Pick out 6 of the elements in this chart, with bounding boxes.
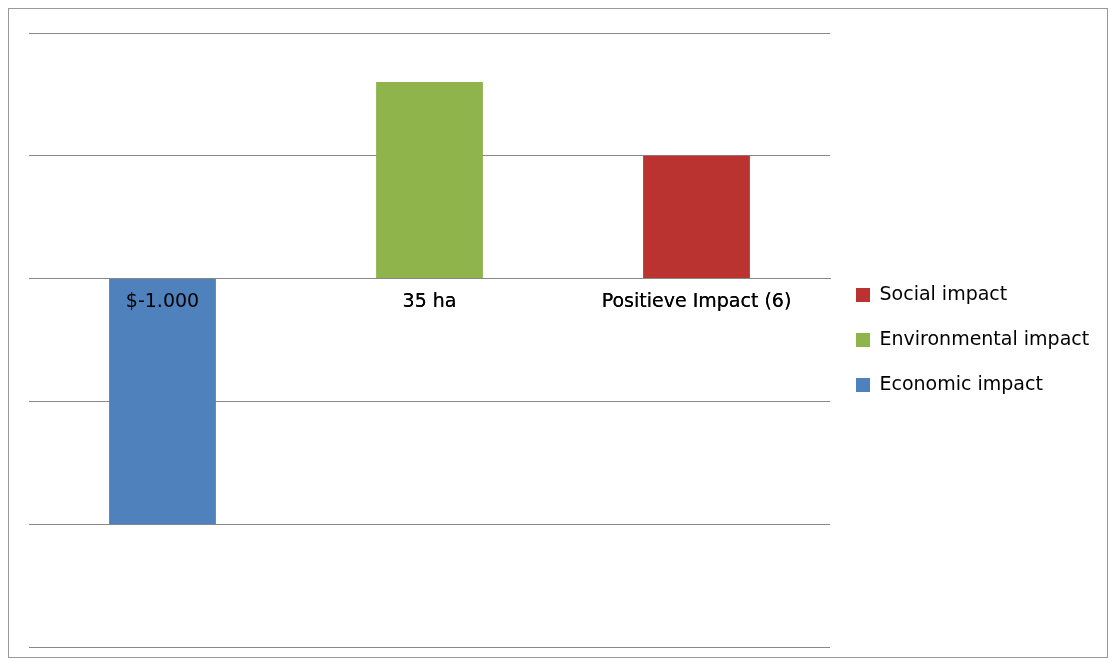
legend-label: Social impact	[879, 281, 1008, 304]
legend-label: Environmental impact	[879, 326, 1090, 349]
x-tick-label: $-1.000	[125, 288, 200, 311]
legend-label: Economic impact	[879, 371, 1043, 394]
x-tick-label: Positieve Impact (6)	[601, 288, 792, 311]
x-tick-label: 35 ha	[402, 288, 457, 311]
